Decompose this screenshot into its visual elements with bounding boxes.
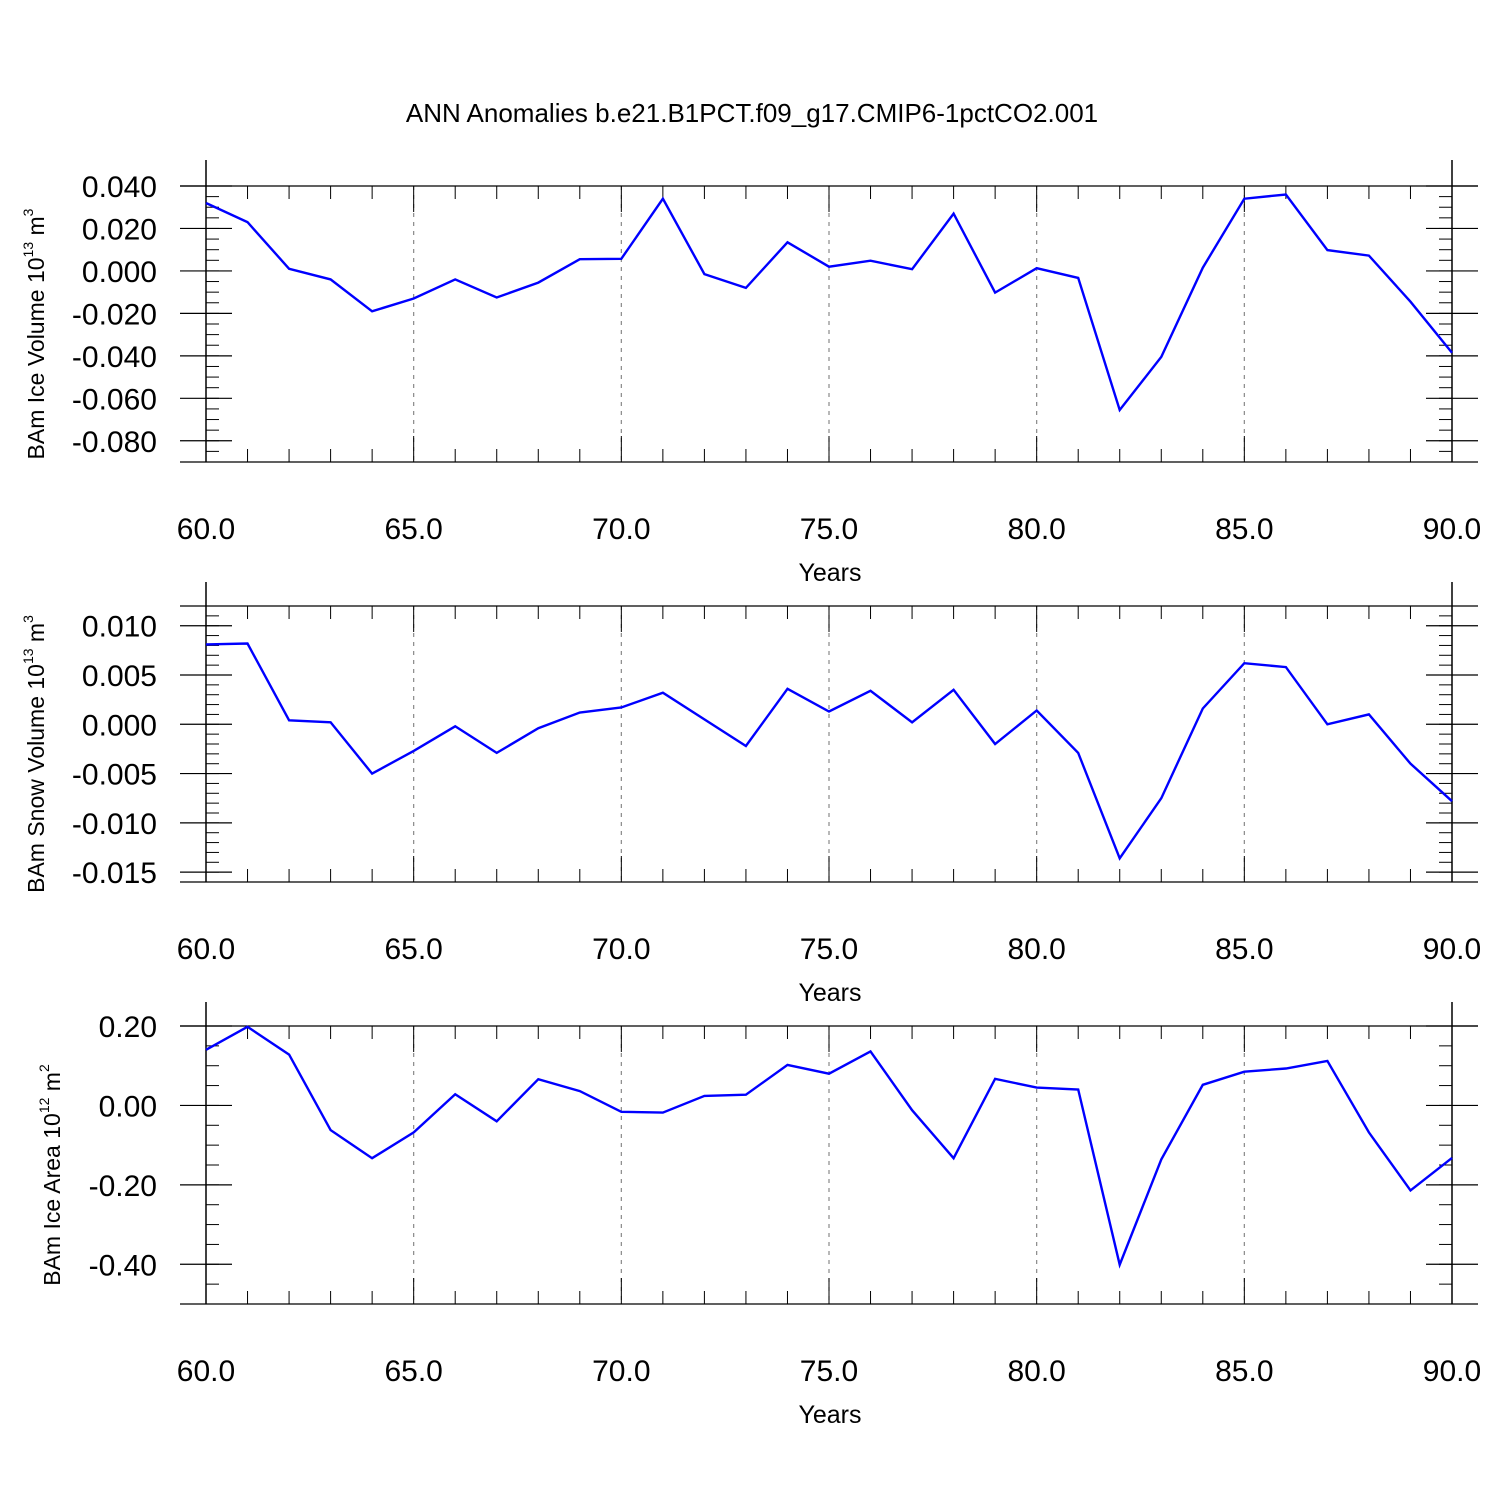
x-tick-label: 90.0 (1423, 933, 1481, 966)
y-tick-label: -0.010 (72, 808, 157, 841)
y-tick-label: 0.00 (99, 1090, 157, 1123)
x-tick-label: 60.0 (177, 1355, 235, 1388)
x-tick-label: 65.0 (384, 1355, 442, 1388)
y-tick-label: 0.000 (82, 709, 157, 742)
panel-2: 0.010 0.005 0.000 -0.005 -0.010 -0.015 60.0 65.… (20, 582, 1481, 1007)
panel-3: 0.20 0.00 -0.20 -0.40 60.0 65.0 70.0 75.0 80.0 85… (36, 1002, 1481, 1429)
y-axis-label: BAm Ice Area 1012 m2 (36, 1064, 65, 1286)
x-tick-label: 75.0 (800, 513, 858, 546)
x-tick-label: 65.0 (384, 513, 442, 546)
y-tick-label: 0.040 (82, 171, 157, 204)
x-tick-label: 60.0 (177, 933, 235, 966)
y-tick-label: -0.020 (72, 298, 157, 331)
y-tick-label: -0.040 (72, 341, 157, 374)
y-tick-label: 0.020 (82, 213, 157, 246)
x-tick-label: 80.0 (1007, 513, 1065, 546)
series-line (205, 193, 1453, 413)
x-axis-label: Years (798, 979, 861, 1007)
panel-1: 0.040 0.020 0.000 -0.020 -0.040 -0.060 -0.080 6… (20, 160, 1481, 587)
y-tick-label: -0.060 (72, 383, 157, 416)
y-axis-label: BAm Ice Volume 1013 m3 (20, 208, 49, 459)
x-axis-label: Years (798, 1401, 861, 1429)
x-tick-label: 70.0 (592, 1355, 650, 1388)
x-tick-label: 80.0 (1007, 933, 1065, 966)
y-tick-label: -0.005 (72, 759, 157, 792)
y-tick-label: -0.20 (89, 1170, 157, 1203)
x-tick-label: 80.0 (1007, 1355, 1065, 1388)
x-axis-label: Years (798, 559, 861, 587)
y-tick-label: -0.40 (89, 1249, 157, 1282)
y-tick-label: -0.080 (72, 426, 157, 459)
y-tick-label: 0.000 (82, 256, 157, 289)
y-tick-label: 0.20 (99, 1011, 157, 1044)
x-tick-label: 65.0 (384, 933, 442, 966)
x-tick-label: 70.0 (592, 933, 650, 966)
x-tick-label: 85.0 (1215, 933, 1273, 966)
y-tick-label: 0.010 (82, 611, 157, 644)
x-tick-label: 90.0 (1423, 513, 1481, 546)
x-tick-label: 85.0 (1215, 1355, 1273, 1388)
x-tick-label: 85.0 (1215, 513, 1273, 546)
series-line (205, 642, 1453, 861)
x-tick-label: 70.0 (592, 513, 650, 546)
x-tick-label: 90.0 (1423, 1355, 1481, 1388)
x-tick-label: 75.0 (800, 933, 858, 966)
chart-title: ANN Anomalies b.e21.B1PCT.f09_g17.CMIP6-… (406, 98, 1098, 128)
y-axis-label: BAm Snow Volume 1013 m3 (20, 615, 49, 893)
x-tick-label: 75.0 (800, 1355, 858, 1388)
series-line (205, 1025, 1453, 1269)
y-tick-label: 0.005 (82, 660, 157, 693)
y-tick-label: -0.015 (72, 857, 157, 890)
x-tick-label: 60.0 (177, 513, 235, 546)
